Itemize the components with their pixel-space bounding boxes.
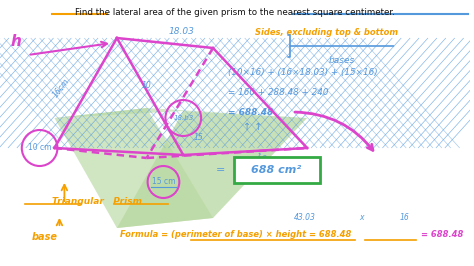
Text: 16cm: 16cm: [51, 77, 71, 99]
Text: Sides, excluding top & bottom: Sides, excluding top & bottom: [255, 28, 399, 37]
Text: 10: 10: [142, 81, 152, 89]
Text: Triangular   Prism: Triangular Prism: [52, 197, 142, 206]
FancyBboxPatch shape: [234, 157, 320, 183]
Text: ↑ ↑: ↑ ↑: [243, 122, 262, 132]
Text: 16: 16: [399, 213, 409, 222]
Polygon shape: [55, 108, 307, 118]
Text: base: base: [32, 232, 57, 242]
Text: Find the lateral area of the given prism to the nearest square centimeter.: Find the lateral area of the given prism…: [75, 8, 395, 17]
Text: = 160 + 288.48 + 240: = 160 + 288.48 + 240: [228, 88, 328, 97]
Text: bases: bases: [328, 56, 355, 65]
Text: h: h: [10, 35, 21, 49]
Text: 18.b3: 18.b3: [173, 115, 193, 121]
Text: x: x: [359, 213, 364, 222]
Polygon shape: [55, 108, 213, 228]
Polygon shape: [117, 111, 307, 228]
Text: 43.03: 43.03: [294, 213, 316, 222]
Text: 16 cm: 16 cm: [255, 153, 280, 169]
Text: 688 cm²: 688 cm²: [251, 165, 301, 175]
Text: =: =: [216, 165, 226, 175]
Text: 18.03: 18.03: [168, 27, 194, 36]
Text: (10×16) + (16×18.03) + (15×16): (10×16) + (16×18.03) + (15×16): [228, 68, 377, 77]
Text: 10 cm: 10 cm: [28, 143, 51, 152]
Text: Formula = (perimeter of base) × height = 688.48: Formula = (perimeter of base) × height =…: [120, 230, 352, 239]
Text: 15: 15: [193, 134, 203, 143]
Text: 15 cm: 15 cm: [152, 177, 175, 186]
Text: = 688.48: = 688.48: [421, 230, 464, 239]
Text: = 688.48: = 688.48: [228, 108, 273, 117]
